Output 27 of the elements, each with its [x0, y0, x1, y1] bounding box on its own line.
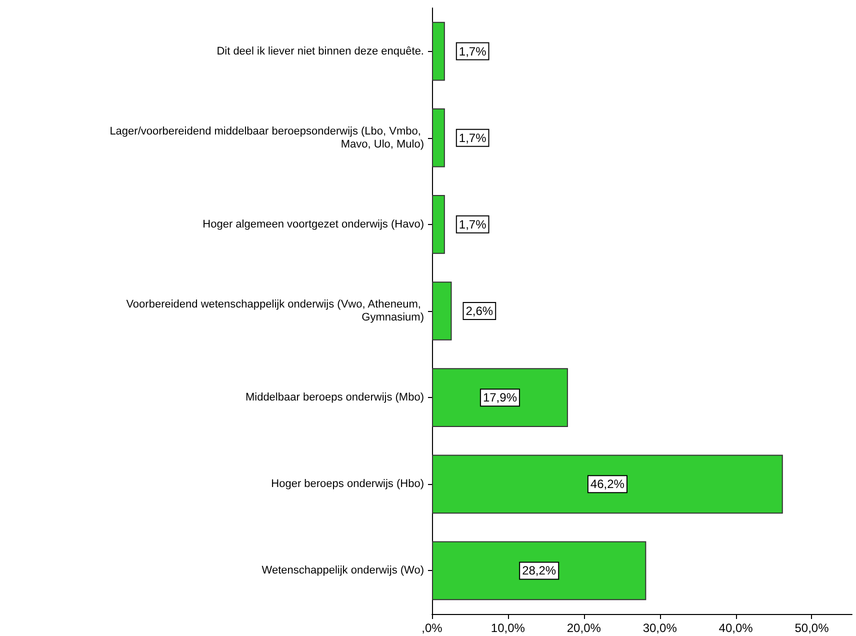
data-label: 1,7%: [458, 130, 487, 145]
data-label: 28,2%: [522, 564, 556, 578]
x-tick-label: 10,0%: [490, 621, 526, 635]
y-tick-label: Dit deel ik liever niet binnen deze enquête.: [216, 45, 424, 58]
x-tick-label: 40,0%: [718, 621, 754, 635]
data-label: 1,7%: [458, 217, 487, 232]
data-label: 1,7%: [458, 44, 487, 58]
y-tick-label: Lager/voorbereidend middelbaar beroepsonderwijs (Lbo, Vmbo, Mavo, Ulo, Mulo): [110, 125, 424, 150]
y-tick-label: Middelbaar beroeps onderwijs (Mbo): [245, 392, 424, 404]
data-label: 46,2%: [590, 477, 625, 492]
bar: [432, 541, 646, 600]
bar: [432, 368, 568, 428]
y-tick-label: Hoger algemeen voortgezet onderwijs (Havo): [202, 218, 424, 230]
x-tick-label: 20,0%: [566, 621, 602, 635]
data-label: 2,6%: [466, 304, 494, 318]
x-tick-label: 50,0%: [794, 621, 830, 635]
data-label: 17,9%: [482, 390, 518, 405]
bar: [432, 194, 445, 254]
y-tick-label: Hoger beroeps onderwijs (Hbo): [271, 478, 424, 490]
x-tick-label: 30,0%: [642, 621, 678, 635]
bar: [432, 454, 783, 514]
bar: [432, 108, 445, 168]
bar: [432, 22, 445, 81]
x-tick-label: ,0%: [422, 621, 443, 635]
y-tick-label: Voorbereidend wetenschappelijk onderwijs (Vwo, Atheneum, Gymnasium): [126, 298, 424, 324]
y-tick-label: Wetenschappelijk onderwijs (Wo): [262, 564, 424, 577]
bar: [432, 282, 452, 340]
